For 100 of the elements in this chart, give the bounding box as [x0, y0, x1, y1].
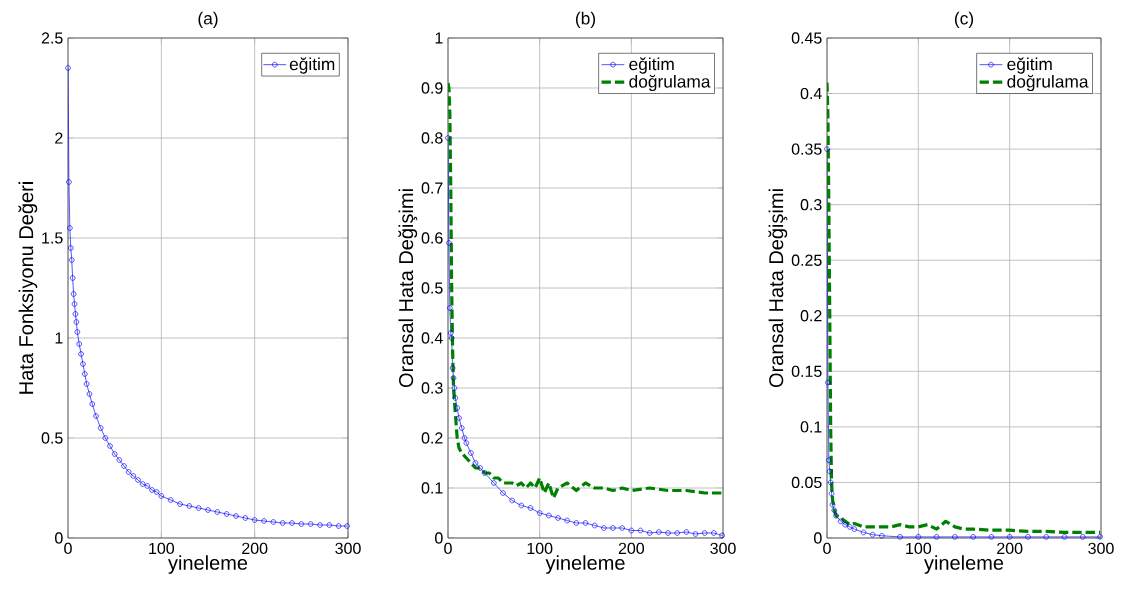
- x-tick-label: 300: [335, 542, 361, 555]
- point: [646, 530, 653, 536]
- point: [491, 480, 497, 486]
- x-tick-label: 200: [618, 542, 645, 555]
- y-tick-label: 0.4: [421, 332, 443, 344]
- point: [214, 509, 221, 515]
- y-tick-label: 0.2: [421, 432, 443, 444]
- y-tick-label: 0: [814, 532, 822, 544]
- point: [711, 530, 717, 536]
- point: [80, 361, 86, 367]
- point: [610, 525, 616, 531]
- point: [317, 522, 323, 528]
- point: [828, 490, 835, 497]
- point: [472, 460, 479, 466]
- point: [144, 483, 151, 489]
- x-axis-title: yineleme: [545, 555, 625, 574]
- point: [70, 291, 77, 297]
- point: [477, 465, 483, 471]
- point: [452, 395, 459, 401]
- point: [500, 490, 506, 496]
- y-tick-label: 0.05: [791, 476, 822, 489]
- legend-label: eğitim: [1007, 57, 1052, 74]
- point: [76, 341, 82, 347]
- point: [827, 468, 833, 475]
- y-tick-label: 0.5: [41, 432, 63, 444]
- point: [139, 481, 146, 487]
- point: [121, 463, 127, 469]
- point: [69, 257, 75, 263]
- point: [842, 521, 849, 528]
- y-tick-label: 0.25: [791, 254, 822, 266]
- point: [879, 533, 885, 539]
- point: [591, 522, 598, 529]
- y-tick-label: 0: [435, 532, 443, 544]
- point: [970, 534, 976, 540]
- point: [251, 517, 258, 523]
- point: [1025, 534, 1031, 540]
- y-tick-label: 0.2: [800, 310, 822, 322]
- point: [130, 473, 137, 479]
- y-tick-label: 0.5: [421, 282, 443, 294]
- point: [450, 375, 457, 381]
- point: [449, 365, 456, 371]
- point: [67, 225, 73, 231]
- point: [656, 529, 662, 535]
- point: [448, 330, 454, 336]
- point: [915, 534, 922, 540]
- point: [573, 520, 580, 526]
- point: [195, 505, 202, 511]
- point: [448, 335, 455, 341]
- point: [326, 522, 333, 528]
- point: [555, 515, 561, 521]
- point: [601, 525, 607, 531]
- x-axis-title: yineleme: [168, 555, 248, 574]
- point: [451, 385, 458, 391]
- point: [102, 435, 109, 441]
- y-tick-label: 2: [55, 132, 63, 144]
- y-tick-label: 0.15: [791, 365, 822, 377]
- point: [826, 457, 832, 463]
- point: [279, 520, 286, 526]
- point: [619, 525, 625, 531]
- x-tick-label: 0: [64, 542, 72, 555]
- y-axis-title: Oransal Hata Değişimi: [768, 189, 788, 388]
- point: [897, 534, 903, 540]
- point: [177, 501, 183, 507]
- point: [459, 425, 465, 431]
- point: [73, 319, 80, 325]
- chart-title: (a): [198, 11, 218, 28]
- point: [1080, 534, 1086, 540]
- legend-label: doğrulama: [1007, 74, 1089, 92]
- x-tick-label: 0: [823, 542, 831, 555]
- point: [952, 534, 958, 540]
- y-tick-label: 0.35: [791, 143, 822, 155]
- point: [674, 530, 680, 536]
- point: [461, 435, 468, 441]
- y-tick-label: 1: [435, 32, 443, 44]
- chart-title: (b): [575, 11, 596, 28]
- point: [111, 451, 118, 457]
- point: [107, 443, 113, 449]
- point: [825, 379, 831, 386]
- y-tick-label: 0.4: [800, 87, 822, 100]
- y-axis-title: Oransal Hata Değişimi: [398, 189, 418, 388]
- point: [71, 301, 78, 307]
- point: [831, 507, 838, 513]
- x-tick-label: 100: [149, 542, 175, 555]
- point: [665, 530, 671, 536]
- point: [89, 401, 96, 407]
- x-tick-label: 100: [906, 542, 932, 555]
- point: [833, 513, 839, 519]
- point: [78, 351, 84, 357]
- point: [149, 487, 155, 493]
- point: [988, 534, 995, 540]
- point: [683, 529, 690, 535]
- point: [66, 179, 72, 185]
- x-tick-label: 200: [242, 542, 268, 555]
- point: [827, 479, 834, 486]
- point: [186, 503, 193, 509]
- point: [454, 405, 460, 411]
- point: [518, 502, 525, 509]
- x-tick-label: 100: [527, 542, 553, 555]
- point: [582, 520, 589, 526]
- point: [97, 425, 104, 431]
